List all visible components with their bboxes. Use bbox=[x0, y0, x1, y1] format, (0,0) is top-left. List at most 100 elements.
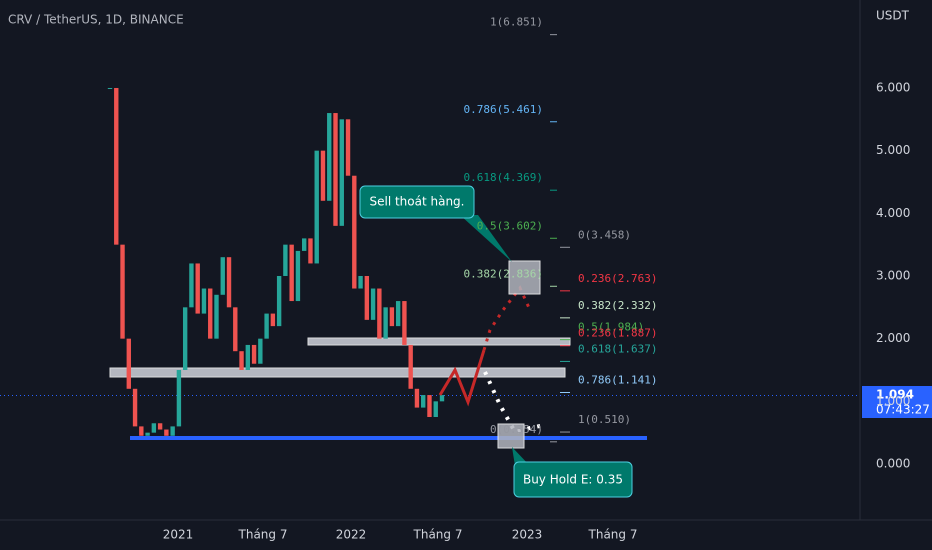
candle bbox=[270, 313, 276, 327]
candle bbox=[132, 388, 138, 427]
candle bbox=[201, 288, 207, 314]
candle bbox=[208, 288, 213, 339]
candle bbox=[145, 432, 150, 436]
candle bbox=[233, 307, 238, 352]
fib-label: 0.382(2.332) bbox=[578, 299, 657, 312]
candle bbox=[189, 263, 194, 308]
candle bbox=[358, 275, 363, 289]
candle bbox=[226, 257, 232, 308]
time-label: 2021 bbox=[163, 528, 194, 542]
fib-label: 0.618(1.637) bbox=[578, 342, 657, 355]
candle bbox=[301, 238, 307, 251]
candle bbox=[251, 344, 257, 364]
price-unit: USDT bbox=[876, 9, 910, 23]
price-tick-label: 6.000 bbox=[876, 80, 910, 94]
callout-pointer bbox=[460, 215, 512, 262]
fib-label: 0.236(1.887) bbox=[578, 327, 657, 340]
candle bbox=[364, 275, 370, 320]
fib-label: 0.786(5.461) bbox=[464, 103, 543, 116]
resistance-zone bbox=[307, 337, 571, 346]
callout-text: Sell thoát hàng. bbox=[369, 195, 464, 209]
candle bbox=[182, 307, 188, 370]
candle bbox=[433, 401, 438, 417]
candle bbox=[157, 423, 163, 430]
fib-label: 0.786(1.141) bbox=[578, 373, 657, 386]
callout-box bbox=[513, 461, 633, 498]
symbol-header: CRV / TetherUS, 1D, BINANCE bbox=[8, 13, 184, 27]
candle bbox=[176, 369, 182, 427]
fib-label: 0.618(4.369) bbox=[464, 171, 543, 184]
candle bbox=[370, 288, 376, 320]
candle bbox=[414, 388, 420, 408]
candle bbox=[170, 426, 175, 436]
candle bbox=[258, 338, 263, 364]
fib-label: 0.5(1.984) bbox=[578, 321, 644, 334]
time-label: 2022 bbox=[336, 528, 367, 542]
buy-box bbox=[497, 423, 525, 449]
callout-text: Buy Hold E: 0.35 bbox=[523, 473, 623, 487]
current-price: 1.094 bbox=[876, 388, 914, 402]
candle bbox=[339, 119, 344, 226]
candle bbox=[327, 113, 332, 201]
candle bbox=[439, 395, 445, 402]
countdown: 07:43:27 bbox=[876, 403, 930, 417]
candle bbox=[120, 244, 125, 339]
support-zone bbox=[109, 367, 566, 378]
candle bbox=[314, 150, 319, 264]
candle bbox=[264, 313, 269, 339]
candle bbox=[395, 301, 401, 327]
candle bbox=[107, 87, 113, 89]
candle bbox=[345, 119, 351, 176]
candle bbox=[421, 395, 426, 408]
candle bbox=[308, 238, 313, 264]
price-tick-label: 1.000 bbox=[876, 394, 910, 408]
candle bbox=[126, 338, 131, 389]
sell-box bbox=[508, 260, 541, 295]
candle bbox=[139, 426, 144, 436]
price-tick-label: 2.000 bbox=[876, 331, 910, 345]
candle bbox=[408, 344, 413, 389]
candle bbox=[283, 244, 288, 276]
candles bbox=[0, 87, 860, 436]
callout-pointer bbox=[512, 447, 530, 466]
candle bbox=[333, 113, 338, 226]
price-tick-label: 0.000 bbox=[876, 457, 910, 471]
candle bbox=[377, 288, 382, 339]
candle bbox=[383, 307, 388, 339]
time-label: Tháng 7 bbox=[588, 528, 638, 542]
candle bbox=[352, 175, 357, 289]
time-label: Tháng 7 bbox=[238, 528, 288, 542]
candle bbox=[114, 87, 119, 245]
candle bbox=[289, 244, 294, 302]
price-tick-label: 5.000 bbox=[876, 143, 910, 157]
candle bbox=[195, 263, 200, 314]
time-label: Tháng 7 bbox=[413, 528, 463, 542]
candle bbox=[164, 429, 169, 436]
time-label: 2023 bbox=[512, 528, 543, 542]
candle bbox=[320, 150, 326, 201]
candle bbox=[245, 344, 251, 370]
fib-label: 1(0.510) bbox=[578, 413, 631, 426]
candle bbox=[295, 250, 301, 302]
candle bbox=[389, 307, 395, 327]
price-tick-label: 4.000 bbox=[876, 206, 910, 220]
candle bbox=[214, 294, 219, 339]
callout-box bbox=[359, 185, 475, 219]
fib-label: 0(0.354) bbox=[490, 423, 543, 436]
fib-label: 0.5(3.602) bbox=[477, 219, 543, 232]
candle bbox=[220, 257, 225, 295]
fib-label: 0.382(2.836) bbox=[464, 267, 543, 280]
price-tick-label: 3.000 bbox=[876, 268, 910, 282]
candle bbox=[427, 395, 432, 417]
candle bbox=[402, 301, 407, 345]
fib-label: 1(6.851) bbox=[490, 16, 543, 29]
current-price-box bbox=[862, 386, 932, 418]
candle bbox=[151, 423, 157, 433]
fib-label: 0(3.458) bbox=[578, 228, 631, 241]
fib-label: 0.236(2.763) bbox=[578, 272, 657, 285]
candle bbox=[276, 275, 282, 327]
candle bbox=[239, 351, 244, 370]
